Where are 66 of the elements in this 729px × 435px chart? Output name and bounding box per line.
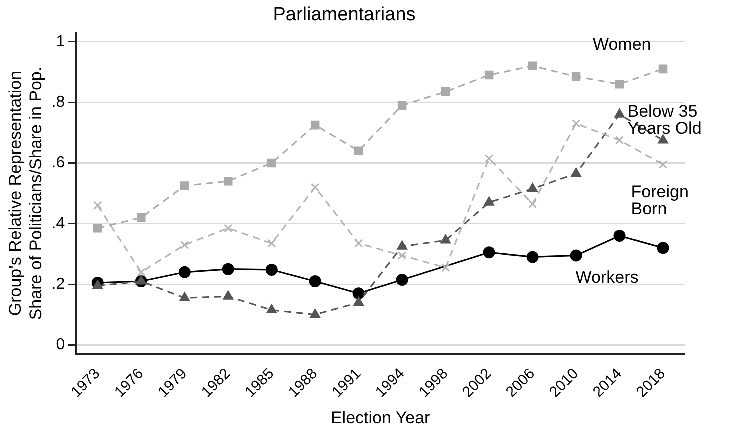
point <box>136 213 146 222</box>
point <box>266 304 278 314</box>
point <box>224 224 233 233</box>
point <box>658 160 668 170</box>
point <box>526 251 539 264</box>
point <box>440 234 452 244</box>
point <box>311 183 320 192</box>
point <box>442 264 450 272</box>
point <box>441 88 450 96</box>
point <box>396 274 408 286</box>
point <box>310 120 320 130</box>
series-label: Below 35 Years Old <box>628 102 702 138</box>
y-tick-label: 1 <box>56 33 66 50</box>
point <box>614 108 626 118</box>
point <box>310 308 321 318</box>
point <box>267 158 276 168</box>
point <box>658 64 668 74</box>
point <box>224 177 233 186</box>
point <box>92 280 104 290</box>
point <box>352 288 365 300</box>
chart-title: Parliamentarians <box>273 4 416 26</box>
point <box>528 62 538 71</box>
point <box>615 80 624 89</box>
point <box>178 266 191 278</box>
point <box>484 196 495 206</box>
point <box>572 120 581 128</box>
point <box>570 250 582 262</box>
point <box>94 224 102 233</box>
point <box>180 182 190 190</box>
point <box>94 201 102 210</box>
point <box>483 246 496 259</box>
series-label: Workers <box>576 268 639 287</box>
point <box>137 268 146 277</box>
series-label: Foreign Born <box>631 182 689 218</box>
point <box>223 290 234 300</box>
point <box>528 200 538 208</box>
y-tick-label: .6 <box>52 154 66 172</box>
point <box>309 275 322 288</box>
y-tick-label: .8 <box>52 94 66 111</box>
point <box>266 264 278 276</box>
point <box>658 134 669 144</box>
point <box>657 242 670 254</box>
point <box>398 101 407 110</box>
point <box>268 239 276 248</box>
y-tick-label: .4 <box>52 215 66 232</box>
point <box>222 263 234 276</box>
x-axis-title: Election Year <box>330 408 431 428</box>
point <box>484 70 494 80</box>
y-tick-label: 0 <box>56 336 66 354</box>
point <box>397 240 408 250</box>
point <box>354 296 364 306</box>
point <box>571 168 582 178</box>
series-label: Women <box>592 34 652 54</box>
y-tick-label: .2 <box>52 276 66 293</box>
point <box>615 136 624 145</box>
point <box>180 292 190 302</box>
y-axis-title: Group's Relative Representation Share of Politicians/Share in Pop. <box>6 66 46 320</box>
point <box>136 275 147 285</box>
point <box>354 239 364 248</box>
point <box>572 72 581 82</box>
point <box>614 230 626 242</box>
point <box>485 154 494 163</box>
point <box>528 182 538 192</box>
point <box>180 240 190 250</box>
point <box>398 251 407 260</box>
point <box>354 146 364 156</box>
